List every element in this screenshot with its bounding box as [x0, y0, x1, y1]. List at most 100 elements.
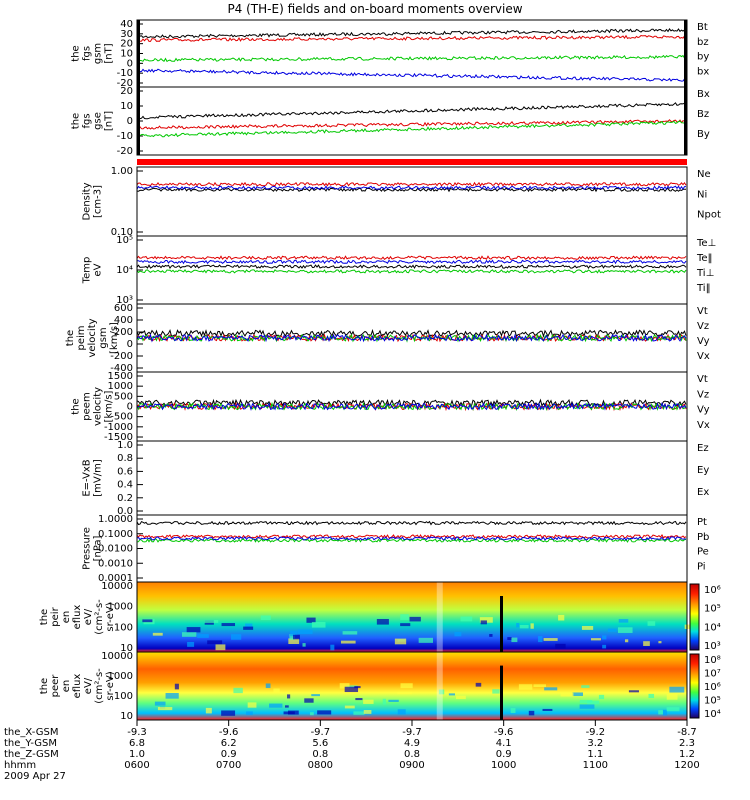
ylabel-line: eV/: [83, 608, 94, 625]
ytick-label: -10: [117, 68, 133, 79]
ylabel-line: [mV/m]: [93, 459, 104, 497]
spectrogram-cell: [643, 641, 650, 646]
ylabel-line: [nT]: [104, 43, 115, 63]
ylabel-line: fgs: [82, 46, 93, 61]
ylabel-line: [km/s]: [104, 390, 115, 422]
spectrogram-cell: [388, 699, 399, 702]
spectrogram-cell: [558, 614, 565, 621]
legend-Bx: Bx: [697, 89, 710, 100]
spectrogram-cell: [598, 694, 605, 700]
ylabel-line: the: [39, 678, 50, 694]
spectrogram-cell: [376, 618, 389, 625]
panel-temperature: TempeV 10⁵ 10⁴ 10³ Te⊥ Te‖ Ti⊥ Ti‖: [82, 235, 717, 306]
spectrogram-cell: [330, 644, 335, 651]
spectrogram-cell: [382, 698, 386, 705]
spectrogram-cell: [560, 692, 574, 697]
ytick-label: -500: [110, 412, 133, 423]
spectrogram-cell: [579, 700, 593, 704]
spectrogram-cell: [492, 689, 500, 694]
xaxis-row-value: 0800: [308, 760, 333, 771]
series-line-by: [136, 54, 687, 63]
ytick-label: -1000: [104, 422, 133, 433]
xaxis-row-value: 1.2: [679, 749, 695, 760]
series-line-Pt: [136, 520, 687, 526]
xaxis-row-label: the_Y-GSM: [4, 738, 57, 749]
ytick-label: 100: [114, 691, 133, 702]
data-gap: [500, 665, 503, 720]
colorbar: [689, 583, 700, 651]
legend-Npot: Npot: [697, 210, 721, 221]
data-gap: [500, 596, 503, 652]
xaxis-row-value: 0900: [399, 760, 424, 771]
xaxis-row-value: 0.8: [312, 749, 328, 760]
xaxis-row-value: 0.8: [404, 749, 420, 760]
legend-bx: bx: [697, 66, 709, 77]
spectrogram-cell: [418, 637, 434, 643]
spectrogram-cell: [245, 623, 253, 629]
ytick-label: 10⁴: [116, 265, 133, 276]
legend-Ez: Ez: [697, 443, 709, 454]
spectrogram-cell: [400, 683, 413, 689]
ytick-label: 30: [120, 29, 133, 40]
ylabel-line: peem: [82, 392, 93, 420]
spectrogram-cell: [507, 637, 512, 640]
ytick-label: 1.0000: [98, 514, 133, 525]
spectrogram-cell: [538, 636, 543, 643]
spectrogram-cell: [154, 701, 166, 706]
spectrogram-cell: [669, 686, 685, 693]
spectrogram-cell: [543, 638, 558, 641]
spectrogram-cell: [658, 710, 663, 715]
legend-Vt: Vt: [697, 374, 708, 385]
spectrogram-cell: [409, 616, 421, 622]
panel-ylabel: Pressure[nPa]: [82, 527, 104, 570]
spectrogram-cell: [340, 640, 356, 644]
spectrogram-cell: [287, 710, 299, 715]
spectrogram-cell: [533, 684, 547, 688]
spectrogram-cell: [397, 691, 412, 695]
xaxis-row-value: -9.6: [494, 727, 514, 738]
spectrogram-cell: [311, 621, 326, 628]
xaxis-date: 2009 Apr 27: [4, 771, 66, 782]
ylabel-line: peir: [50, 606, 61, 626]
spectrogram-cell: [311, 694, 320, 697]
ytick-label: 0: [127, 339, 133, 350]
legend-by: by: [697, 52, 709, 63]
series-line-Pi: [136, 536, 687, 541]
legend-Ti‖: Ti‖: [696, 283, 711, 294]
legend-Pe: Pe: [697, 547, 709, 558]
spectrogram-cell: [309, 712, 314, 716]
ytick-label: -200: [110, 351, 133, 362]
spectrogram-cell: [221, 710, 236, 716]
spectrogram-cell: [579, 704, 595, 709]
spectrogram-cell: [581, 685, 590, 688]
ylabel-line: the: [71, 113, 82, 129]
xaxis-row-value: 0600: [124, 760, 149, 771]
series-line-Te⊥: [136, 255, 687, 261]
panel-peem-velocity: thepeemvelocity[km/s] 150010005000-500-10…: [71, 371, 710, 443]
spectrogram-cell: [290, 630, 298, 637]
spectrogram-cell: [510, 708, 516, 713]
spectrogram-cell: [518, 684, 533, 690]
spectrogram-cell: [181, 632, 197, 637]
panel-density: Density[cm-3] 1.00 0.10 Ne Ni Npot: [82, 166, 721, 238]
legend-Vx: Vx: [697, 351, 710, 362]
ylabel-line: [km/s]: [109, 322, 120, 354]
ylabel-line: Density: [82, 182, 93, 220]
spectrogram-cell: [288, 638, 300, 645]
legend-Pb: Pb: [697, 532, 709, 543]
panel-ylabel: Density[cm-3]: [82, 182, 104, 220]
legend-Pi: Pi: [697, 561, 706, 572]
spectrogram-cell: [448, 693, 456, 696]
status-strip: [137, 159, 687, 165]
panel-frame: [136, 440, 688, 516]
xaxis-row-value: 1100: [583, 760, 608, 771]
ytick-label: 200: [114, 327, 133, 338]
series-line-Vy: [136, 333, 687, 343]
ylabel-line: the: [65, 330, 76, 346]
ytick-label: -1500: [104, 432, 133, 443]
panel-ylabel: thepeemvelocity[km/s]: [71, 387, 115, 426]
spectrogram-cell: [346, 685, 358, 689]
legend-Ni: Ni: [697, 189, 707, 200]
panel-frame: [136, 19, 688, 88]
